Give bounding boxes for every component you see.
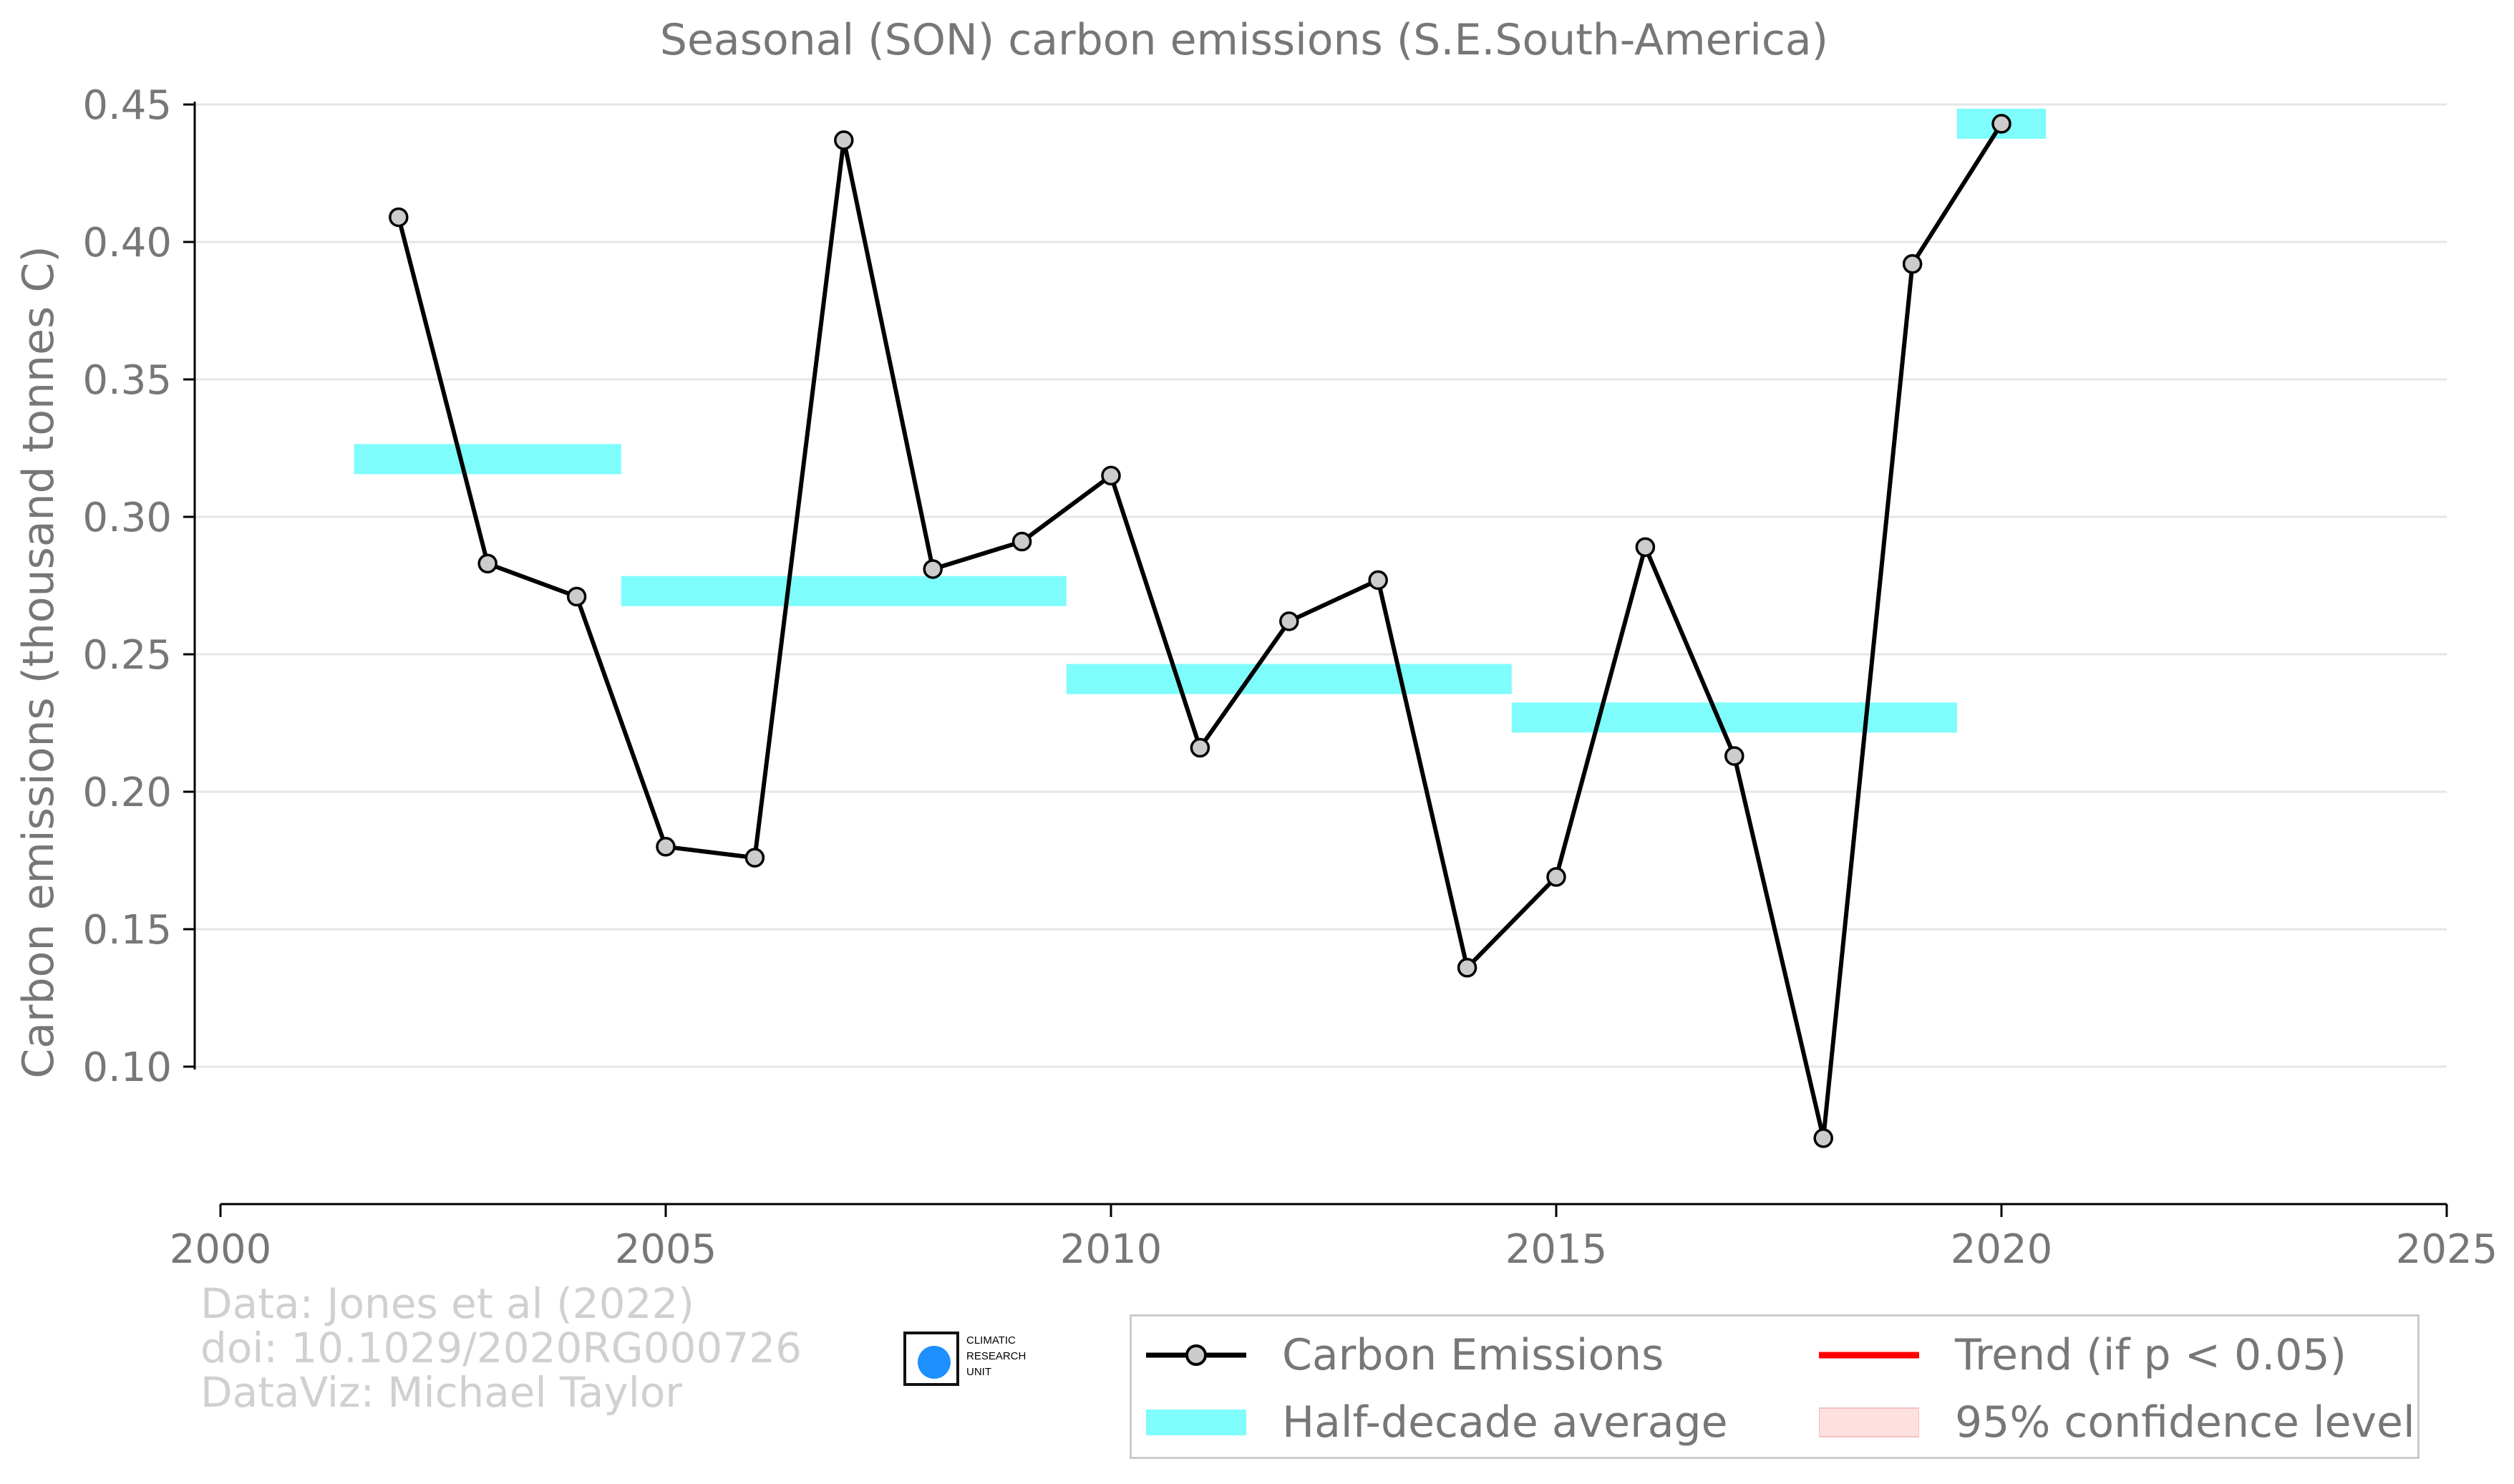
data-point (1101, 465, 1121, 486)
legend-item-trend: Trend (if p < 0.05) (1819, 1327, 2346, 1384)
legend-label: Half-decade average (1282, 1397, 1728, 1447)
y-tick-label: 0.20 (82, 770, 172, 816)
data-point (1813, 1128, 1833, 1148)
x-tick-label: 2025 (2396, 1226, 2498, 1273)
y-axis-label: Carbon emissions (thousand tonnes C) (14, 246, 64, 1078)
series-line (396, 122, 2004, 1140)
chart-title: Seasonal (SON) carbon emissions (S.E.Sou… (660, 15, 1828, 65)
y-tick-label: 0.45 (82, 82, 172, 129)
data-point (744, 848, 765, 868)
legend-swatch-band (1146, 1410, 1246, 1435)
series-carbon-emissions (389, 114, 2011, 1148)
y-tick-label: 0.30 (82, 495, 172, 541)
data-point (834, 130, 854, 150)
credit-dataviz: DataViz: Michael Taylor (200, 1368, 683, 1417)
legend: Carbon Emissions Trend (if p < 0.05) Hal… (1130, 1314, 2420, 1459)
x-tick-label: 2005 (615, 1226, 717, 1273)
logo-box (903, 1332, 959, 1386)
data-point (566, 586, 587, 607)
data-point (1457, 958, 1477, 978)
half-decade-bands (354, 108, 2047, 733)
x-tick-label: 2015 (1505, 1226, 1608, 1273)
data-point (1279, 611, 1299, 631)
data-point (656, 837, 676, 857)
half-decade-bar (1511, 702, 1957, 733)
x-tick-label: 2000 (170, 1226, 272, 1273)
axes (193, 102, 2447, 1206)
data-point (1724, 746, 1744, 766)
data-point (1011, 531, 1032, 552)
y-tick-label: 0.15 (82, 907, 172, 954)
credit-doi: doi: 10.1029/2020RG000726 (200, 1324, 802, 1372)
legend-swatch-line-marker (1146, 1344, 1246, 1366)
credit-data: Data: Jones et al (2022) (200, 1279, 694, 1328)
half-decade-bar (354, 444, 621, 475)
x-tick-label: 2010 (1060, 1226, 1163, 1273)
logo-text-line: UNIT (966, 1366, 991, 1378)
legend-swatch-line (1819, 1352, 1919, 1359)
logo-text-line: RESEARCH (966, 1350, 1027, 1362)
legend-swatch-band (1819, 1407, 1919, 1437)
y-tick-label: 0.10 (82, 1044, 172, 1091)
grid (195, 103, 2447, 1068)
legend-label: 95% confidence level (1955, 1397, 2415, 1447)
data-point (477, 553, 498, 574)
legend-label: Carbon Emissions (1282, 1330, 1664, 1380)
data-point (1991, 114, 2011, 134)
data-point (1902, 253, 1923, 274)
x-tick-label: 2020 (1951, 1226, 2053, 1273)
legend-label: Trend (if p < 0.05) (1955, 1330, 2347, 1380)
data-point (1368, 570, 1388, 591)
data-point (1546, 867, 1566, 887)
cru-logo: CLIMATIC RESEARCH UNIT (903, 1329, 1047, 1389)
data-point (389, 207, 409, 228)
half-decade-bar (621, 576, 1067, 606)
y-tick-label: 0.40 (82, 220, 172, 266)
y-tick-label: 0.35 (82, 357, 172, 404)
legend-item-half-decade: Half-decade average (1146, 1394, 1728, 1451)
ticks: 0.10 0.15 0.20 0.25 0.30 0.35 0.40 0.45 2000 2005… (82, 82, 2498, 1273)
legend-item-carbon-emissions: Carbon Emissions (1146, 1327, 1664, 1384)
credits: Data: Jones et al (2022) doi: 10.1029/20… (200, 1281, 802, 1415)
half-decade-bar (1066, 664, 1512, 694)
globe-icon (918, 1346, 951, 1379)
logo-text: CLIMATIC RESEARCH UNIT (966, 1333, 1026, 1380)
data-point (1190, 737, 1210, 758)
y-tick-label: 0.25 (82, 632, 172, 679)
legend-item-confidence: 95% confidence level (1819, 1394, 2415, 1451)
data-point (1635, 537, 1656, 557)
logo-text-line: CLIMATIC (966, 1334, 1016, 1347)
data-point (923, 559, 943, 579)
